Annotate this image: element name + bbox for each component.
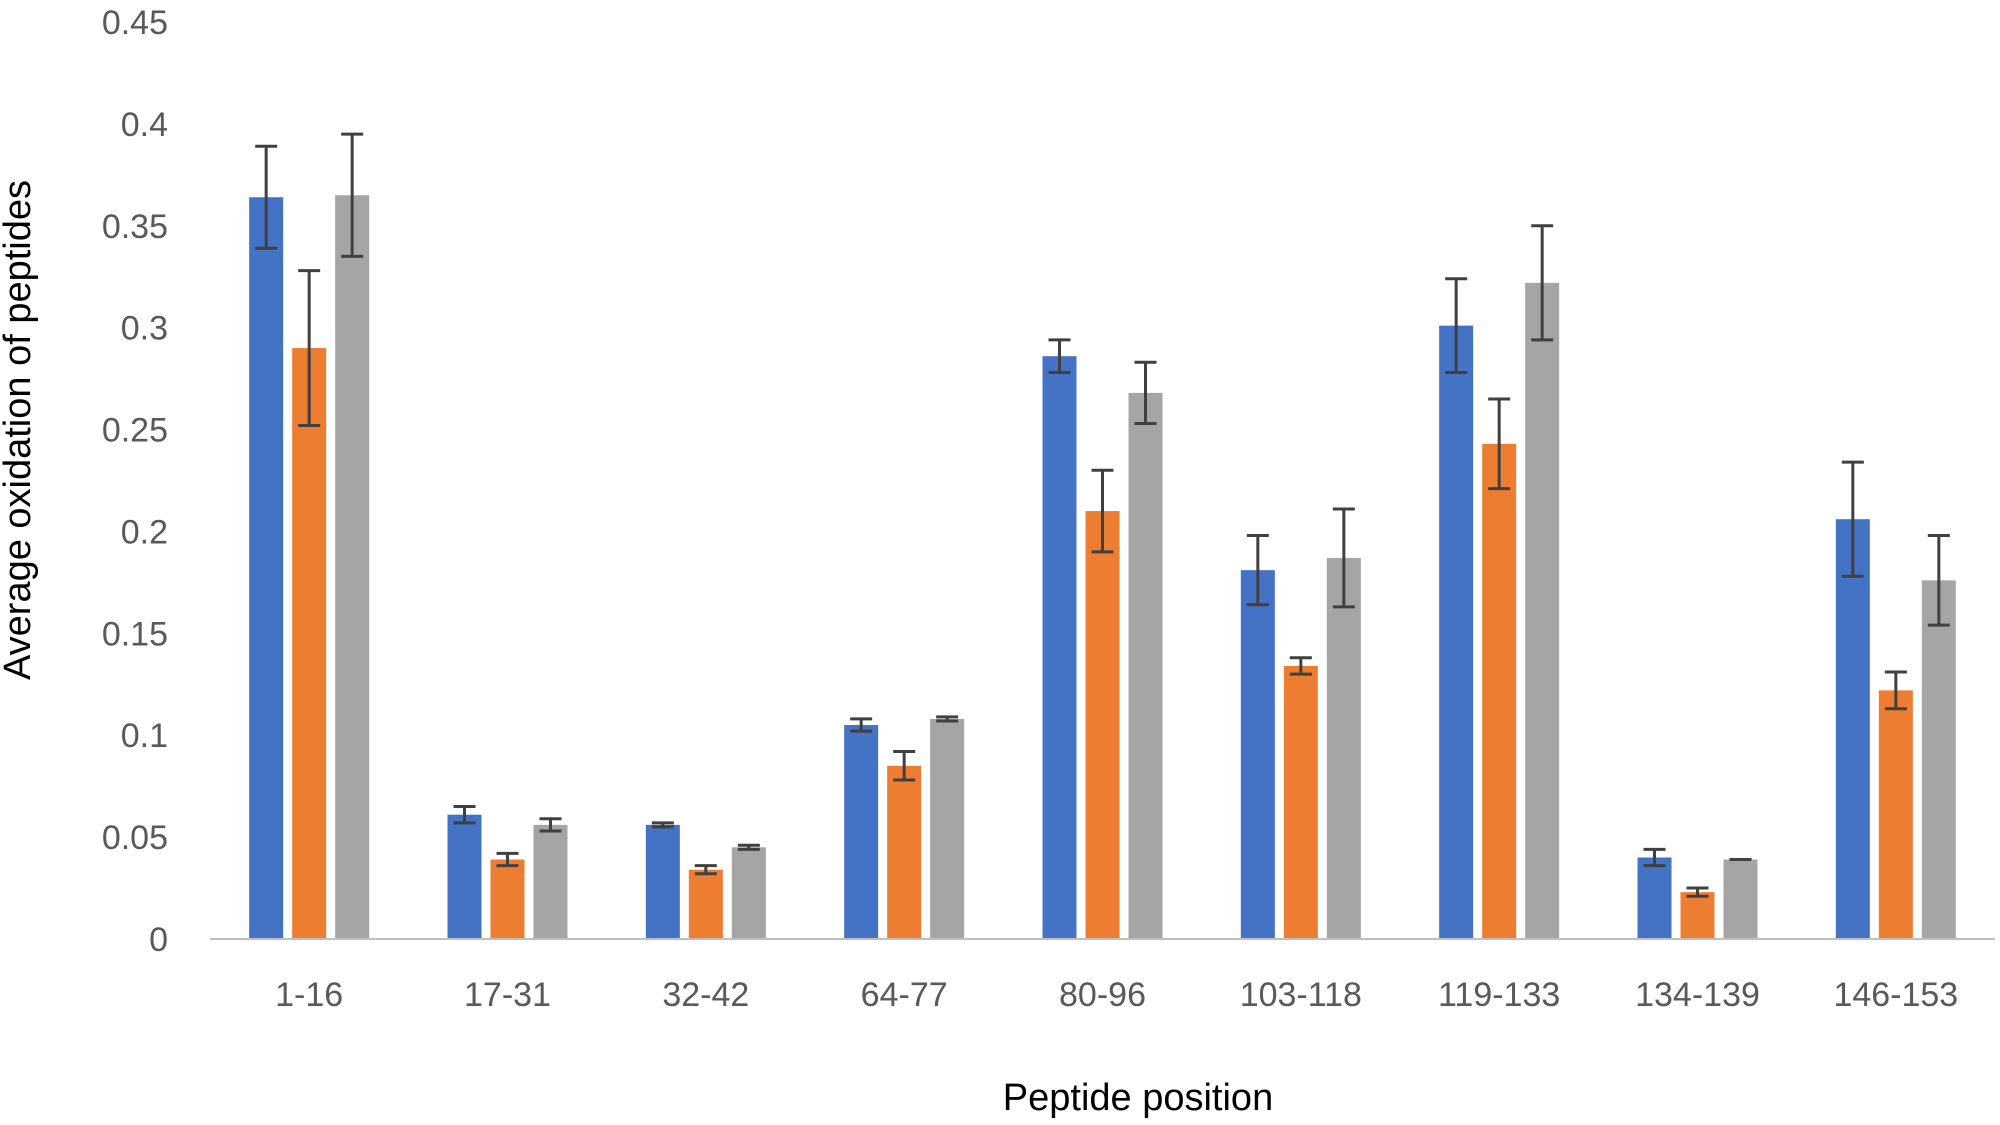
bar bbox=[1723, 859, 1758, 939]
error-bar bbox=[539, 817, 562, 833]
y-tick-label: 0 bbox=[149, 921, 168, 959]
x-tick-label: 80-96 bbox=[1059, 976, 1146, 1014]
error-bar bbox=[850, 717, 873, 733]
bar bbox=[1439, 325, 1474, 939]
y-axis-title: Average oxidation of peptides bbox=[0, 180, 39, 680]
error-bar bbox=[1643, 847, 1666, 868]
x-tick-label: 17-31 bbox=[464, 976, 551, 1014]
error-bar bbox=[496, 851, 519, 868]
bar bbox=[1878, 690, 1913, 939]
error-bar bbox=[1531, 224, 1554, 342]
y-tick-label: 0.3 bbox=[121, 310, 168, 348]
x-axis-title: Peptide position bbox=[1003, 1077, 1273, 1119]
bar bbox=[1835, 519, 1870, 939]
bars-layer bbox=[249, 195, 1956, 939]
error-bar bbox=[1488, 397, 1511, 491]
bar bbox=[1240, 570, 1275, 939]
bar bbox=[1525, 282, 1560, 939]
x-tick-label: 64-77 bbox=[861, 976, 948, 1014]
error-bar bbox=[1091, 468, 1114, 554]
y-tick-label: 0.45 bbox=[102, 4, 168, 42]
error-bar bbox=[453, 805, 476, 825]
error-bar bbox=[1686, 886, 1709, 898]
bar bbox=[1326, 557, 1361, 939]
x-tick-label: 1-16 bbox=[275, 976, 343, 1014]
y-tick-label: 0.4 bbox=[121, 106, 168, 144]
y-tick-label: 0.1 bbox=[121, 717, 168, 755]
bar bbox=[930, 718, 965, 939]
y-axis-ticks: 0 0.05 0.1 0.15 0.2 0.25 0.3 0.35 0.4 0.45 bbox=[102, 4, 168, 959]
error-bar bbox=[694, 864, 717, 876]
error-bar bbox=[936, 715, 959, 723]
bar bbox=[1283, 665, 1318, 939]
y-tick-label: 0.35 bbox=[102, 208, 168, 246]
bar bbox=[335, 195, 370, 939]
y-tick-label: 0.15 bbox=[102, 615, 168, 653]
bar bbox=[844, 725, 879, 939]
error-bar bbox=[1841, 460, 1864, 578]
bar bbox=[1921, 580, 1956, 939]
error-bar bbox=[298, 269, 321, 427]
error-bar bbox=[341, 132, 364, 258]
bar bbox=[1680, 892, 1715, 939]
bar bbox=[645, 824, 680, 939]
bar bbox=[1482, 443, 1517, 939]
x-tick-label: 134-139 bbox=[1635, 976, 1760, 1014]
bar bbox=[447, 814, 482, 939]
y-tick-label: 0.2 bbox=[121, 513, 168, 551]
y-tick-label: 0.25 bbox=[102, 412, 168, 450]
error-bar bbox=[1884, 670, 1907, 711]
bar bbox=[533, 824, 568, 939]
error-bar bbox=[1927, 534, 1950, 627]
x-tick-label: 119-133 bbox=[1438, 976, 1560, 1014]
bar bbox=[292, 348, 327, 939]
bar bbox=[1085, 511, 1120, 939]
error-bars-layer bbox=[255, 132, 1950, 898]
x-tick-label: 103-118 bbox=[1240, 976, 1362, 1014]
error-bar bbox=[1134, 360, 1157, 425]
error-bar bbox=[255, 144, 278, 250]
error-bar bbox=[1289, 656, 1312, 676]
error-bar bbox=[651, 821, 674, 829]
error-bar bbox=[893, 750, 916, 782]
bar bbox=[1128, 392, 1163, 939]
x-axis-ticks: 1-16 17-31 32-42 64-77 80-96 103-118 119-133 13… bbox=[275, 976, 1958, 1014]
x-tick-label: 146-153 bbox=[1833, 976, 1958, 1014]
error-bar bbox=[1048, 338, 1071, 374]
error-bar bbox=[737, 843, 760, 851]
bar bbox=[249, 197, 284, 939]
bar bbox=[688, 869, 723, 939]
bar bbox=[731, 847, 766, 939]
error-bar bbox=[1246, 534, 1269, 607]
x-tick-label: 32-42 bbox=[662, 976, 749, 1014]
bar bbox=[490, 859, 525, 939]
error-bar bbox=[1332, 507, 1355, 609]
bar bbox=[887, 765, 922, 939]
bar bbox=[1042, 356, 1077, 939]
error-bar bbox=[1445, 277, 1468, 374]
bar bbox=[1637, 857, 1672, 939]
y-tick-label: 0.05 bbox=[102, 819, 168, 857]
